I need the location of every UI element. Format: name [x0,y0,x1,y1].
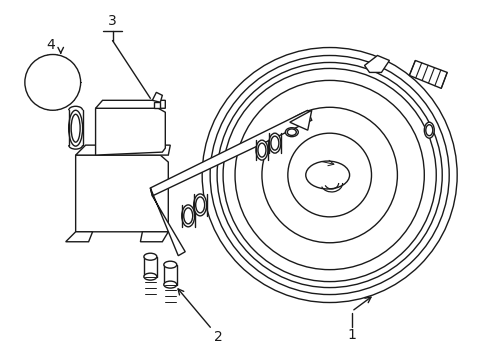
Ellipse shape [47,78,59,86]
Ellipse shape [143,253,157,260]
Text: 4: 4 [46,37,55,51]
Circle shape [223,68,435,282]
Ellipse shape [268,133,280,153]
Circle shape [25,54,81,110]
Circle shape [210,55,448,294]
Ellipse shape [163,281,176,288]
Polygon shape [364,55,388,72]
Ellipse shape [285,128,298,137]
Circle shape [31,60,75,104]
Polygon shape [150,110,311,196]
Polygon shape [150,188,185,256]
Ellipse shape [425,125,432,136]
Circle shape [287,133,371,217]
Circle shape [39,68,66,96]
Ellipse shape [424,122,433,138]
Circle shape [217,62,441,288]
Polygon shape [289,110,311,130]
Ellipse shape [255,140,267,160]
Ellipse shape [258,143,265,157]
Ellipse shape [68,110,82,146]
Polygon shape [152,92,162,102]
Ellipse shape [42,75,62,89]
Ellipse shape [287,129,296,135]
Ellipse shape [182,205,194,227]
Polygon shape [76,155,168,232]
Polygon shape [76,145,170,155]
Circle shape [262,107,397,243]
Polygon shape [95,108,165,155]
Circle shape [202,48,456,302]
Polygon shape [95,100,165,108]
Text: 1: 1 [346,328,355,342]
Polygon shape [154,102,160,108]
Polygon shape [408,60,447,88]
Text: 2: 2 [213,330,222,345]
Polygon shape [140,232,168,242]
Ellipse shape [305,161,349,189]
Ellipse shape [163,261,176,268]
Ellipse shape [193,194,206,216]
Ellipse shape [183,208,192,224]
Ellipse shape [71,114,80,142]
Text: 3: 3 [108,14,117,28]
Ellipse shape [143,273,157,280]
Ellipse shape [270,136,278,150]
Polygon shape [65,232,92,242]
Ellipse shape [195,197,204,213]
Circle shape [235,80,424,270]
